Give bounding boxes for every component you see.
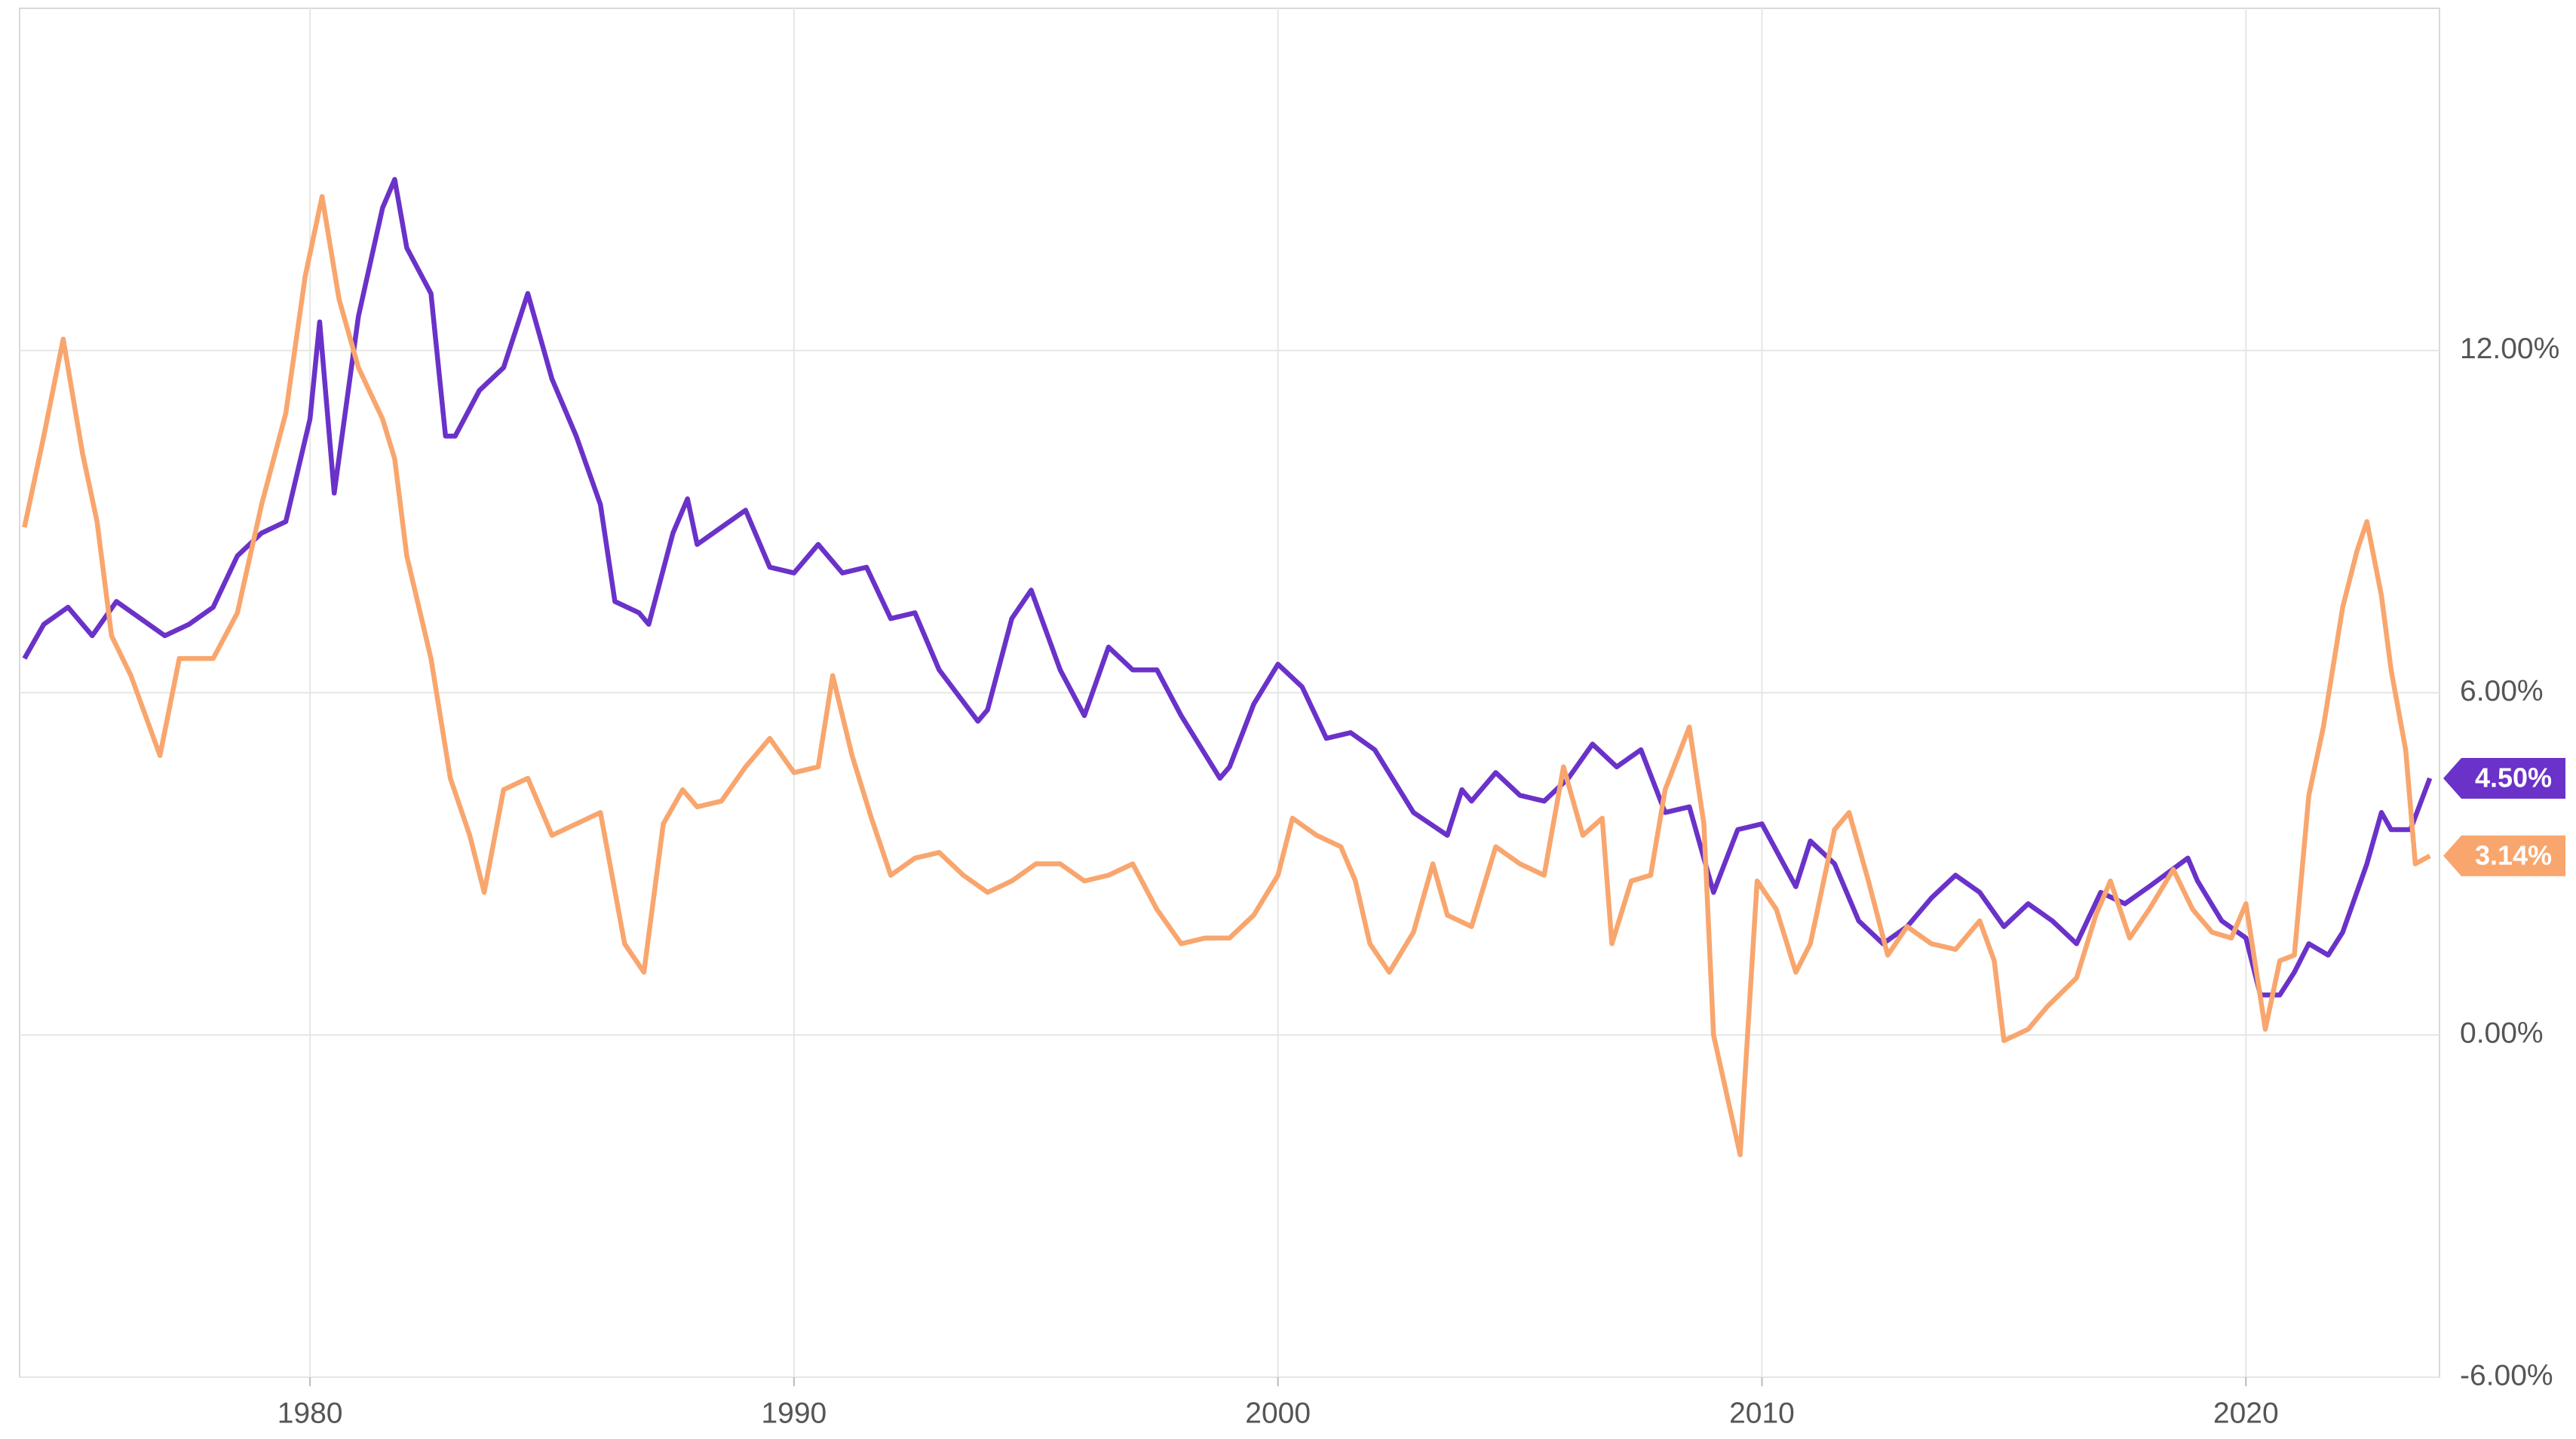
- x-tick-label: 2020: [2213, 1397, 2279, 1429]
- series-line: [22, 176, 2433, 998]
- series-line: [22, 194, 2431, 1158]
- y-tick-label: 0.00%: [2460, 1017, 2544, 1050]
- end-label: 4.50%: [2475, 762, 2552, 793]
- y-tick-label: 12.00%: [2460, 333, 2559, 365]
- x-tick-label: 1990: [761, 1397, 826, 1429]
- end-label-tag: [2443, 757, 2565, 799]
- y-tick-label: 6.00%: [2460, 675, 2544, 707]
- y-tick-label: -6.00%: [2460, 1359, 2553, 1391]
- x-tick-label: 2000: [1245, 1397, 1311, 1429]
- end-label: 3.14%: [2475, 839, 2552, 870]
- x-tick-label: 1980: [278, 1397, 343, 1429]
- x-tick-label: 2010: [1729, 1397, 1795, 1429]
- end-label-tag: [2443, 835, 2565, 876]
